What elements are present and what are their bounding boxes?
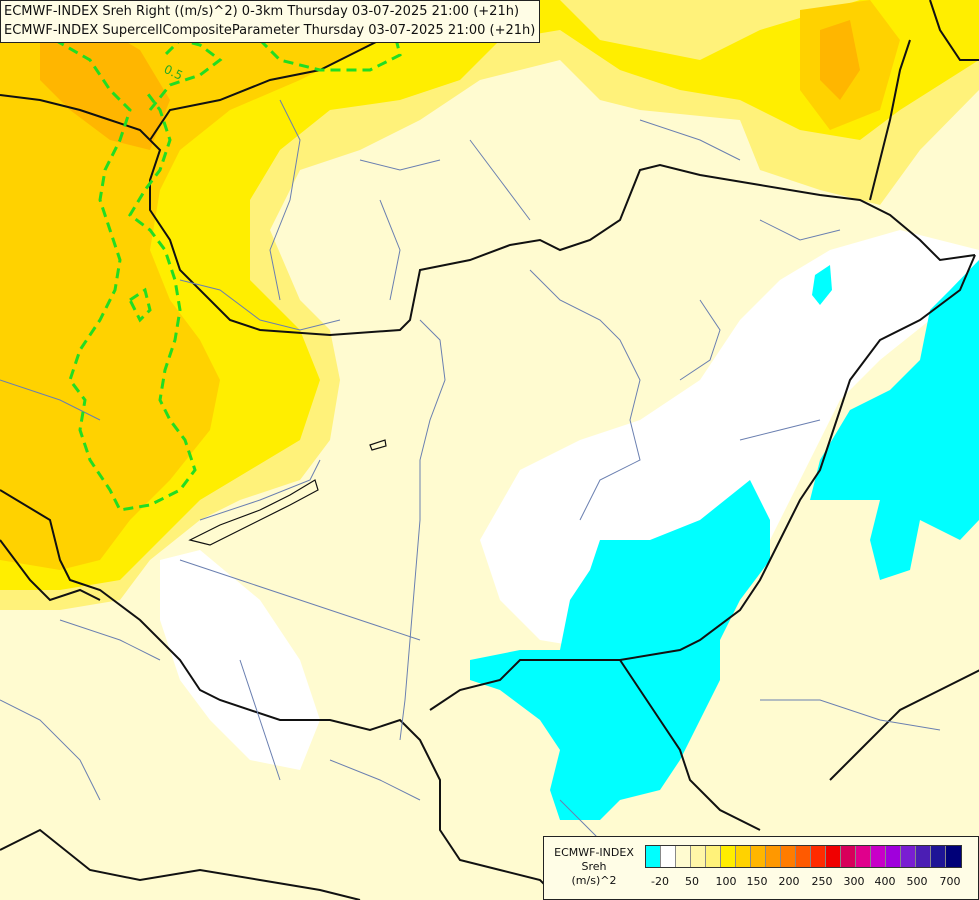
legend-tick-label: 400 xyxy=(874,875,896,888)
legend-swatch xyxy=(646,846,661,867)
border-ua-ro xyxy=(869,39,911,201)
header-line-scp: ECMWF-INDEX SupercellCompositeParameter … xyxy=(4,23,536,38)
legend-tick-label: 50 xyxy=(685,875,699,888)
legend-tick-label: 200 xyxy=(778,875,800,888)
sreh-area-orange-ne xyxy=(820,20,860,100)
legend-swatch xyxy=(706,846,721,867)
border-east xyxy=(429,254,976,711)
legend-source: ECMWF-INDEX xyxy=(554,846,634,859)
legend-swatch xyxy=(676,846,691,867)
legend-swatch xyxy=(781,846,796,867)
legend-tick-label: -20 xyxy=(651,875,669,888)
border-north-pl xyxy=(929,0,979,61)
sreh-area-cyan-east xyxy=(810,260,979,580)
border-west xyxy=(0,94,976,337)
legend-tick-label: 300 xyxy=(843,875,865,888)
sreh-area-cyan-central xyxy=(470,480,770,820)
legend-swatch xyxy=(901,846,916,867)
legend-swatch xyxy=(931,846,946,867)
legend-color-bar xyxy=(645,845,962,868)
legend-swatch xyxy=(721,846,736,867)
legend-swatch xyxy=(886,846,901,867)
legend-unit: (m/s)^2 xyxy=(571,874,617,887)
legend-swatch xyxy=(736,846,751,867)
legend-tick-label: 250 xyxy=(811,875,833,888)
border-southwest xyxy=(0,539,101,602)
color-legend: ECMWF-INDEX Sreh (m/s)^2 -20 50 100 150 200 2… xyxy=(543,836,979,900)
border-rs-ro xyxy=(619,659,761,831)
legend-swatch xyxy=(856,846,871,867)
legend-swatch xyxy=(811,846,826,867)
legend-swatch xyxy=(826,846,841,867)
rivers xyxy=(0,99,941,861)
lake-balaton xyxy=(188,479,319,546)
border-sw-coast xyxy=(0,828,361,900)
border-ro-bg xyxy=(829,669,979,781)
legend-swatch xyxy=(841,846,856,867)
legend-swatch xyxy=(766,846,781,867)
header-line-sreh: ECMWF-INDEX Sreh Right ((m/s)^2) 0-3km T… xyxy=(4,4,520,19)
legend-swatch xyxy=(796,846,811,867)
legend-title: ECMWF-INDEX Sreh (m/s)^2 xyxy=(548,846,640,888)
border-south-at-si xyxy=(0,489,561,900)
legend-swatch xyxy=(946,846,961,867)
legend-swatch xyxy=(751,846,766,867)
sreh-area-yellow-north xyxy=(0,0,979,590)
map-header: ECMWF-INDEX Sreh Right ((m/s)^2) 0-3km T… xyxy=(0,0,541,43)
legend-tick-label: 700 xyxy=(939,875,961,888)
legend-swatch xyxy=(691,846,706,867)
legend-swatch xyxy=(871,846,886,867)
sreh-area-gold xyxy=(0,0,380,570)
legend-swatch xyxy=(661,846,676,867)
legend-swatch xyxy=(916,846,931,867)
sreh-area-cyan-small xyxy=(812,265,832,305)
lake-small xyxy=(369,439,387,451)
legend-tick-label: 150 xyxy=(746,875,768,888)
legend-tick-label: 500 xyxy=(906,875,928,888)
legend-tick-label: 100 xyxy=(715,875,737,888)
legend-param: Sreh xyxy=(581,860,607,873)
